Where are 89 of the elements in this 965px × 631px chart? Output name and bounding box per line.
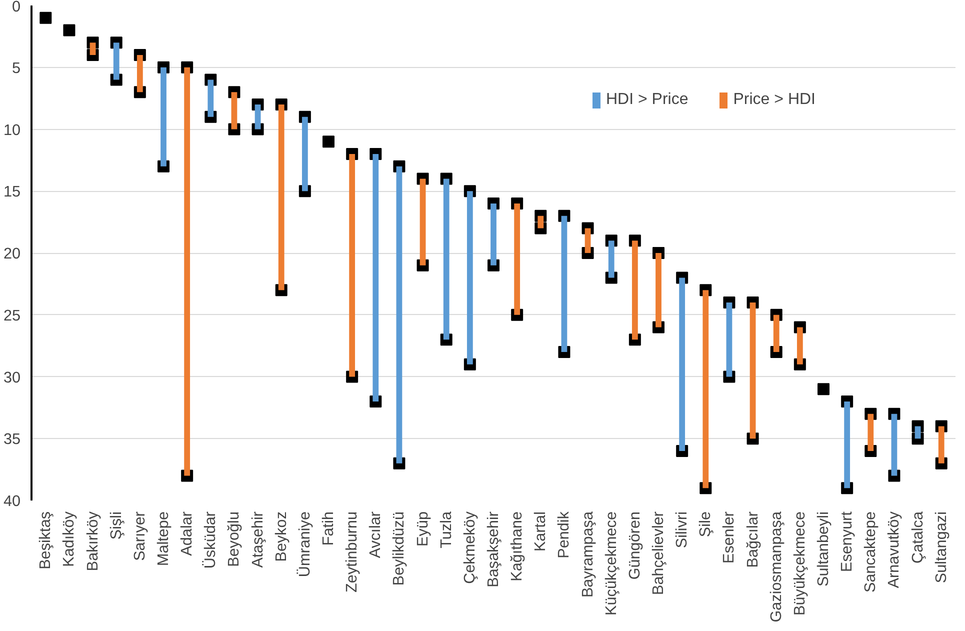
bar [608, 240, 614, 278]
bar [679, 278, 686, 451]
y-tick-label: 20 [3, 246, 21, 262]
bar [891, 414, 898, 476]
bar [184, 67, 190, 476]
x-tick-label: Maltepe [155, 511, 172, 566]
x-tick-label: Şile [697, 511, 714, 538]
y-tick-label: 35 [3, 431, 21, 448]
y-tick-label: 5 [12, 60, 21, 77]
x-tick-label: Arnavutköy [886, 511, 903, 588]
x-tick-label: Esenyurt [838, 510, 856, 572]
x-tick-label: Beylikdüzü [390, 511, 408, 586]
x-tick-label: Bağcılar [744, 511, 762, 568]
bar [160, 67, 166, 166]
bar [420, 178, 426, 266]
x-tick-label: Adalar [178, 511, 196, 556]
x-tick-label: Avcılar [367, 511, 384, 558]
bar [868, 414, 874, 451]
bar [490, 204, 496, 266]
x-tick-label: Bakırköy [84, 511, 102, 572]
bar [372, 154, 379, 402]
bar [208, 80, 214, 117]
y-tick-label: 10 [3, 122, 21, 139]
bar [726, 302, 732, 377]
bar [750, 302, 756, 439]
x-tick-label: Silivri [674, 511, 691, 548]
x-tick-label: Bayrampaşa [579, 511, 596, 598]
x-tick-label: Sancaktepe [862, 511, 880, 592]
y-tick-label: 30 [3, 369, 21, 386]
bar [938, 426, 944, 464]
x-tick-label: Beşiktaş [37, 511, 54, 570]
x-tick-label: Ümraniye [296, 511, 314, 578]
bar [278, 104, 284, 290]
bar [443, 178, 450, 340]
x-tick-label: Pendik [556, 511, 573, 558]
bar [349, 154, 356, 377]
x-tick-label: Küçükçekmece [602, 512, 620, 616]
x-tick-label: Sultangazi [932, 511, 950, 584]
bar [113, 42, 120, 80]
x-tick-label: Beyoğlu [226, 511, 243, 567]
bar [796, 327, 803, 364]
bar [396, 166, 402, 464]
bar [538, 216, 544, 228]
x-tick-label: Kağıthane [508, 512, 526, 582]
x-tick-label: Gaziosmanpaşa [768, 511, 785, 622]
y-tick-label: 0 [12, 0, 21, 16]
legend-label: HDI > Price [606, 91, 688, 109]
bar [514, 204, 520, 315]
x-tick-label: Esenler [720, 511, 738, 564]
bar [773, 314, 780, 352]
bar [302, 116, 308, 192]
x-tick-label: Fatih [320, 512, 337, 546]
x-tick-label: Ataşehir [249, 511, 266, 568]
bar [231, 92, 238, 130]
legend-label: Price > HDI [733, 91, 816, 109]
bar [844, 402, 850, 488]
y-tick-label: 40 [3, 493, 21, 510]
x-tick-label: Çatalca [909, 511, 926, 564]
point [40, 12, 52, 24]
x-tick-label: Zeytinburnu [344, 511, 361, 592]
x-tick-label: Çekmeköy [461, 511, 478, 584]
point [63, 24, 76, 36]
bar [584, 228, 591, 253]
bar [254, 104, 261, 130]
x-tick-label: Başakşehir [485, 511, 502, 588]
bar [632, 240, 638, 340]
bar [702, 290, 709, 488]
bar [561, 216, 568, 352]
x-tick-label: Şişli [108, 511, 125, 540]
x-tick-label: Üsküdar [202, 512, 220, 569]
bar [656, 253, 662, 328]
y-tick-label: 15 [3, 184, 21, 201]
x-tick-label: Kartal [532, 511, 550, 552]
x-tick-label: Bahçelievler [650, 511, 667, 595]
point [322, 136, 334, 148]
bar [136, 55, 143, 92]
x-tick-label: Eyüp [414, 512, 432, 546]
bar [90, 42, 96, 55]
point [818, 383, 830, 396]
x-tick-label: Beykoz [272, 512, 290, 562]
x-tick-label: Sultanbeyli [815, 511, 832, 586]
x-tick-label: Tuzla [438, 511, 455, 548]
bar [466, 191, 473, 364]
y-tick-label: 25 [3, 307, 21, 324]
x-tick-label: Sarıyer [131, 512, 148, 561]
x-tick-label: Büyükçekmece [791, 512, 808, 616]
bar [914, 426, 921, 439]
x-tick-label: Kadıköy [60, 511, 78, 567]
x-tick-label: Güngören [626, 511, 644, 580]
